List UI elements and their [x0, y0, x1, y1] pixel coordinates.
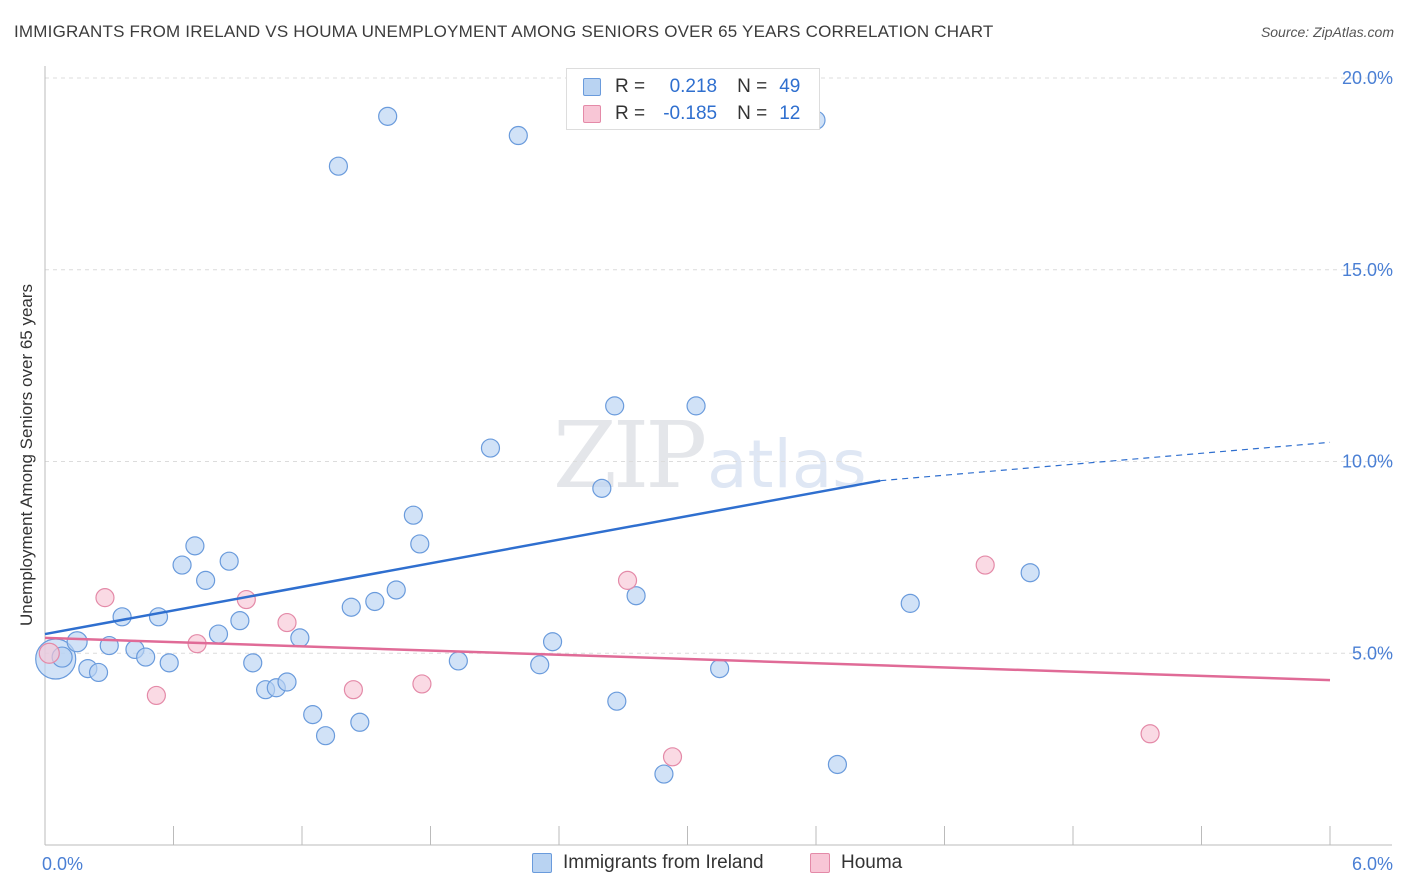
- legend-swatch-houma: [583, 105, 601, 123]
- series-swatch-houma: [810, 853, 830, 873]
- point-ireland-21: [290, 628, 310, 648]
- y-tick-label-1: 10.0%: [1342, 452, 1393, 472]
- legend-r-value-ireland: 0.218: [669, 76, 718, 97]
- point-ireland-6: [112, 607, 132, 627]
- point-ireland-45: [827, 754, 848, 775]
- point-ireland-33: [480, 438, 501, 458]
- watermark-atlas: atlas: [707, 426, 867, 503]
- legend-r-label: R =: [615, 76, 646, 97]
- point-ireland-10: [159, 653, 179, 673]
- legend-n-value-ireland: 49: [779, 76, 801, 97]
- point-ireland-4: [88, 662, 109, 683]
- point-ireland-8: [136, 647, 156, 667]
- series-legend-houma[interactable]: Houma: [810, 852, 902, 874]
- point-houma-2: [146, 685, 166, 706]
- point-ireland-34: [508, 125, 528, 146]
- point-houma-0: [38, 642, 60, 664]
- y-tick-label-0: 5.0%: [1352, 643, 1393, 663]
- source-label: Source: ZipAtlas.com: [1260, 24, 1394, 40]
- point-ireland-11: [172, 555, 192, 575]
- point-ireland-32: [448, 651, 468, 671]
- point-houma-5: [277, 612, 297, 633]
- point-ireland-15: [219, 551, 239, 571]
- legend-r-value-houma: -0.185: [663, 103, 718, 124]
- point-ireland-37: [592, 478, 612, 498]
- point-houma-10: [975, 555, 995, 575]
- legend-n-label: N =: [737, 76, 768, 97]
- y-axis-label: Unemployment Among Seniors over 65 years: [17, 283, 36, 627]
- legend-swatch-ireland: [583, 78, 601, 96]
- point-houma-11: [1140, 724, 1160, 744]
- point-ireland-17: [243, 653, 263, 673]
- point-houma-6: [343, 680, 363, 700]
- point-ireland-42: [686, 396, 706, 416]
- point-ireland-41: [654, 764, 674, 784]
- y-tick-label-3: 20.0%: [1342, 68, 1393, 88]
- point-ireland-26: [350, 712, 370, 732]
- series-legend-label-ireland: Immigrants from Ireland: [563, 852, 764, 873]
- trendline-houma: [44, 636, 1331, 682]
- trendline-ireland: [44, 479, 881, 636]
- point-ireland-43: [710, 658, 730, 679]
- point-ireland-12: [185, 536, 205, 556]
- series-legend-ireland[interactable]: Immigrants from Ireland: [532, 852, 764, 874]
- point-houma-8: [617, 570, 638, 590]
- point-ireland-25: [341, 597, 361, 617]
- point-ireland-16: [230, 611, 250, 631]
- point-ireland-39: [607, 691, 627, 711]
- point-ireland-46: [900, 593, 920, 613]
- point-ireland-47: [1020, 563, 1040, 583]
- series-legend-label-houma: Houma: [841, 852, 903, 873]
- stats-legend: R = 0.218 N = 49 R = -0.185 N = 12: [566, 68, 820, 130]
- point-ireland-13: [196, 570, 216, 590]
- point-ireland-40: [626, 586, 646, 606]
- point-ireland-30: [403, 505, 423, 525]
- x-tick-label-0: 0.0%: [42, 854, 83, 874]
- series-swatch-ireland: [532, 853, 552, 873]
- watermark: ZIPatlas: [553, 402, 867, 509]
- point-houma-9: [662, 747, 683, 767]
- legend-row-houma: R = -0.185 N = 12: [583, 101, 800, 127]
- y-tick-label-2: 15.0%: [1342, 260, 1393, 280]
- point-ireland-36: [542, 632, 563, 652]
- trendline-extension-ireland: [880, 441, 1331, 482]
- legend-row-ireland: R = 0.218 N = 49: [583, 74, 800, 100]
- series-legend: Immigrants from Ireland Houma: [0, 852, 1406, 878]
- x-tick-label-1: 6.0%: [1352, 854, 1393, 874]
- watermark-zip: ZIP: [553, 402, 707, 509]
- chart-title: IMMIGRANTS FROM IRELAND VS HOUMA UNEMPLO…: [14, 22, 994, 41]
- point-ireland-14: [208, 624, 229, 644]
- point-ireland-28: [378, 106, 398, 126]
- point-houma-7: [412, 674, 432, 694]
- point-ireland-27: [365, 591, 385, 612]
- point-ireland-29: [386, 580, 406, 600]
- point-ireland-2: [66, 631, 88, 653]
- point-ireland-9: [148, 607, 169, 627]
- point-ireland-22: [303, 705, 323, 725]
- point-ireland-20: [277, 672, 297, 692]
- point-houma-1: [95, 588, 115, 608]
- point-houma-4: [236, 589, 256, 610]
- point-ireland-24: [328, 156, 349, 176]
- point-ireland-23: [315, 726, 336, 746]
- legend-n-value-houma: 12: [779, 103, 801, 124]
- point-ireland-35: [530, 655, 550, 675]
- legend-n-label: N =: [737, 103, 768, 124]
- point-ireland-31: [410, 534, 430, 554]
- point-ireland-38: [605, 396, 625, 416]
- legend-r-label: R =: [615, 103, 646, 124]
